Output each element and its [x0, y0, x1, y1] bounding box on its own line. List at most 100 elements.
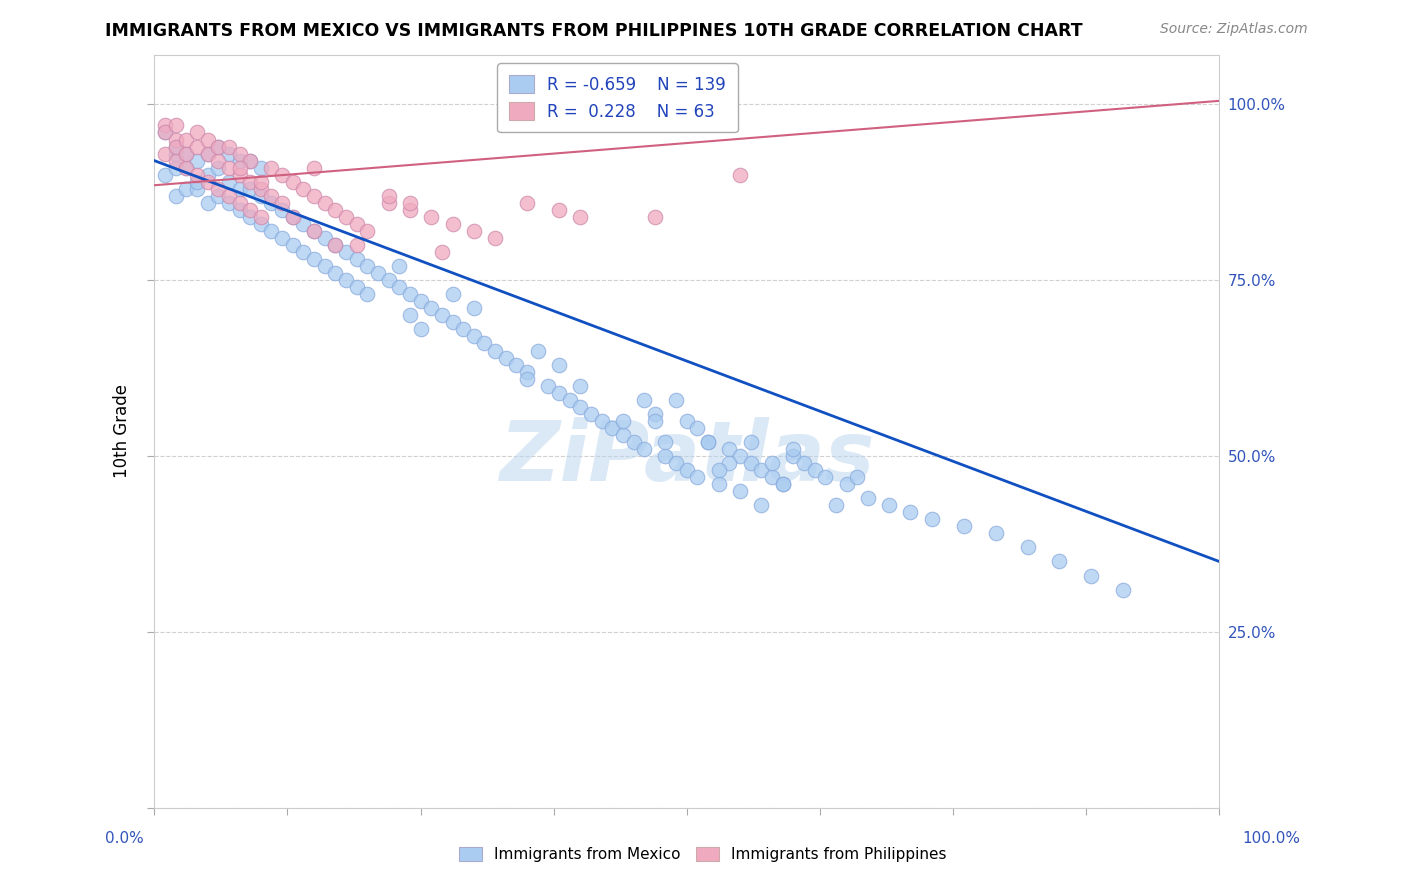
- Point: [165, 153, 187, 168]
- Point: [239, 182, 262, 196]
- Point: [430, 245, 453, 260]
- Point: [707, 477, 730, 491]
- Point: [165, 132, 187, 146]
- Point: [325, 266, 347, 280]
- Point: [260, 188, 283, 202]
- Point: [281, 210, 304, 224]
- Point: [281, 210, 304, 224]
- Point: [569, 400, 592, 414]
- Point: [1112, 582, 1135, 597]
- Point: [356, 259, 378, 273]
- Point: [654, 449, 676, 463]
- Point: [516, 365, 538, 379]
- Point: [1017, 541, 1039, 555]
- Point: [153, 126, 176, 140]
- Point: [239, 175, 262, 189]
- Point: [740, 434, 762, 449]
- Point: [1080, 568, 1102, 582]
- Point: [782, 442, 804, 456]
- Point: [197, 175, 219, 189]
- Point: [250, 175, 273, 189]
- Point: [314, 195, 336, 210]
- Point: [399, 309, 422, 323]
- Point: [314, 259, 336, 273]
- Point: [761, 456, 783, 470]
- Point: [707, 463, 730, 477]
- Point: [197, 195, 219, 210]
- Point: [197, 146, 219, 161]
- Point: [292, 217, 315, 231]
- Point: [484, 343, 506, 358]
- Point: [548, 358, 571, 372]
- Point: [165, 146, 187, 161]
- Point: [346, 252, 368, 266]
- Point: [718, 442, 741, 456]
- Point: [1049, 554, 1071, 568]
- Point: [250, 210, 273, 224]
- Point: [644, 407, 666, 421]
- Point: [174, 161, 197, 175]
- Point: [239, 153, 262, 168]
- Point: [952, 519, 974, 533]
- Point: [772, 477, 794, 491]
- Point: [260, 224, 283, 238]
- Point: [728, 484, 751, 499]
- Point: [761, 470, 783, 484]
- Point: [165, 119, 187, 133]
- Point: [430, 309, 453, 323]
- Point: [271, 231, 294, 245]
- Point: [174, 132, 197, 146]
- Point: [835, 477, 858, 491]
- Point: [153, 119, 176, 133]
- Point: [377, 273, 399, 287]
- Point: [292, 245, 315, 260]
- Y-axis label: 10th Grade: 10th Grade: [114, 384, 131, 478]
- Point: [207, 182, 229, 196]
- Point: [174, 161, 197, 175]
- Point: [665, 392, 688, 407]
- Point: [579, 407, 602, 421]
- Point: [420, 301, 443, 316]
- Point: [697, 434, 720, 449]
- Point: [495, 351, 517, 365]
- Point: [271, 195, 294, 210]
- Point: [218, 188, 240, 202]
- Point: [153, 146, 176, 161]
- Point: [325, 238, 347, 252]
- Point: [399, 195, 422, 210]
- Point: [207, 153, 229, 168]
- Point: [281, 238, 304, 252]
- Point: [250, 161, 273, 175]
- Point: [218, 146, 240, 161]
- Point: [207, 161, 229, 175]
- Point: [302, 224, 325, 238]
- Point: [558, 392, 581, 407]
- Point: [186, 182, 208, 196]
- Point: [218, 161, 240, 175]
- Point: [281, 175, 304, 189]
- Point: [335, 273, 357, 287]
- Point: [388, 280, 411, 294]
- Point: [153, 126, 176, 140]
- Point: [186, 168, 208, 182]
- Point: [186, 126, 208, 140]
- Point: [302, 188, 325, 202]
- Point: [356, 287, 378, 301]
- Point: [399, 202, 422, 217]
- Point: [654, 434, 676, 449]
- Point: [548, 385, 571, 400]
- Point: [388, 259, 411, 273]
- Point: [218, 175, 240, 189]
- Point: [335, 245, 357, 260]
- Point: [537, 378, 560, 392]
- Point: [675, 414, 697, 428]
- Point: [623, 434, 645, 449]
- Text: 100.0%: 100.0%: [1243, 831, 1301, 846]
- Point: [420, 210, 443, 224]
- Point: [335, 210, 357, 224]
- Point: [271, 202, 294, 217]
- Point: [228, 182, 250, 196]
- Point: [644, 414, 666, 428]
- Point: [207, 139, 229, 153]
- Point: [325, 238, 347, 252]
